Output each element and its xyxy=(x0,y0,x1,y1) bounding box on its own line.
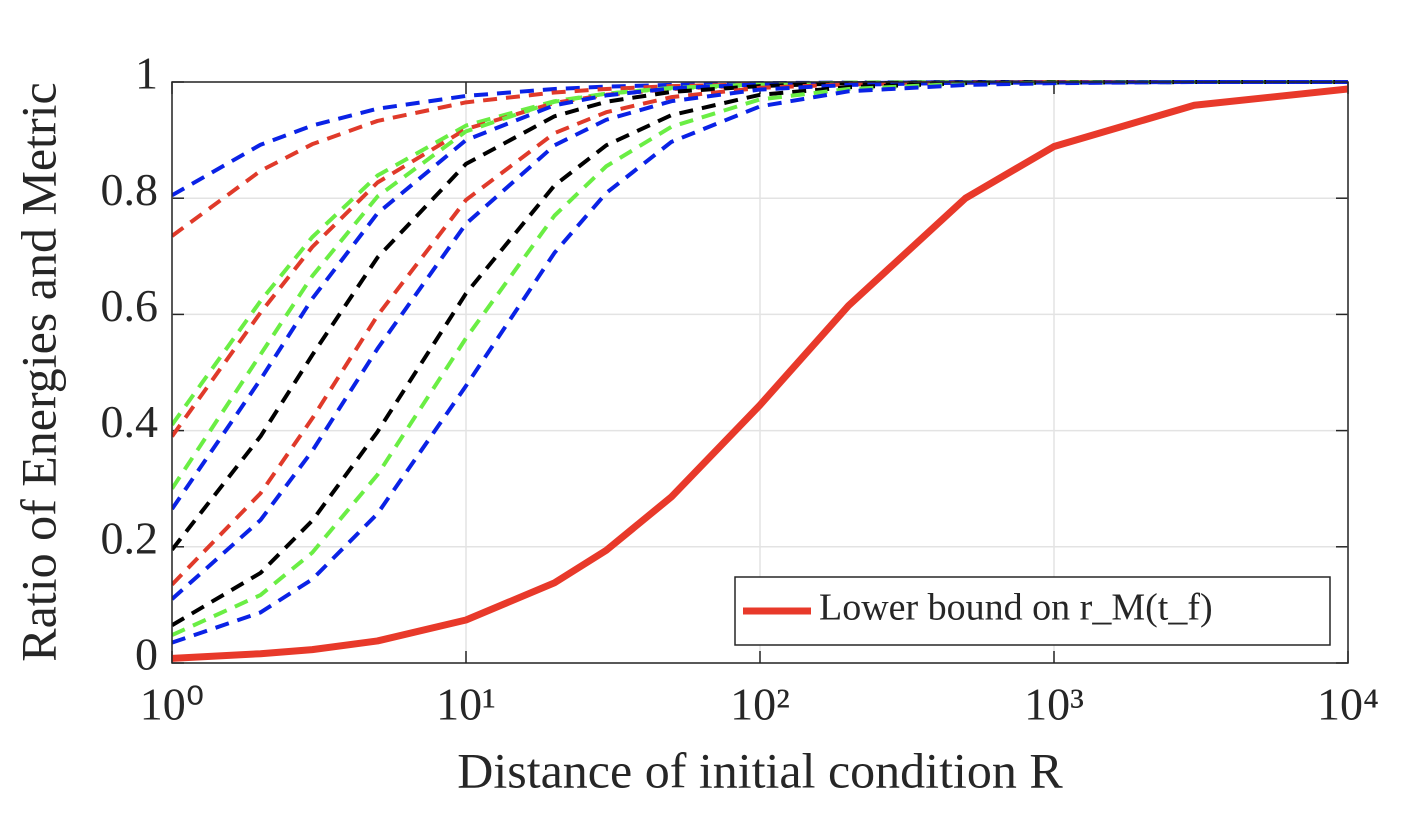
y-tick-label: 0 xyxy=(135,629,158,680)
y-tick-label: 0.2 xyxy=(101,512,159,563)
y-tick-label: 0.4 xyxy=(101,396,159,447)
x-tick-label: 10³ xyxy=(1024,679,1084,730)
x-tick-label: 10⁰ xyxy=(140,679,204,730)
dashed-line xyxy=(172,80,1348,645)
x-tick-label: 10¹ xyxy=(436,679,496,730)
legend-label: Lower bound on r_M(t_f) xyxy=(819,587,1213,629)
dashed-line xyxy=(172,80,1348,551)
dashed-line xyxy=(172,80,1348,511)
y-axis-label: Ratio of Energies and Metric xyxy=(10,82,66,661)
axes-box xyxy=(171,81,1349,664)
y-tick-label: 1 xyxy=(135,48,158,99)
x-axis-label: Distance of initial condition R xyxy=(457,742,1063,798)
dashed-line xyxy=(172,80,1348,627)
y-tick-label: 0.6 xyxy=(101,280,159,331)
y-tick-label: 0.8 xyxy=(101,164,159,215)
x-tick-label: 10² xyxy=(730,679,790,730)
legend-box xyxy=(734,576,1331,646)
line xyxy=(172,85,1348,662)
x-tick-label: 10⁴ xyxy=(1317,679,1379,730)
